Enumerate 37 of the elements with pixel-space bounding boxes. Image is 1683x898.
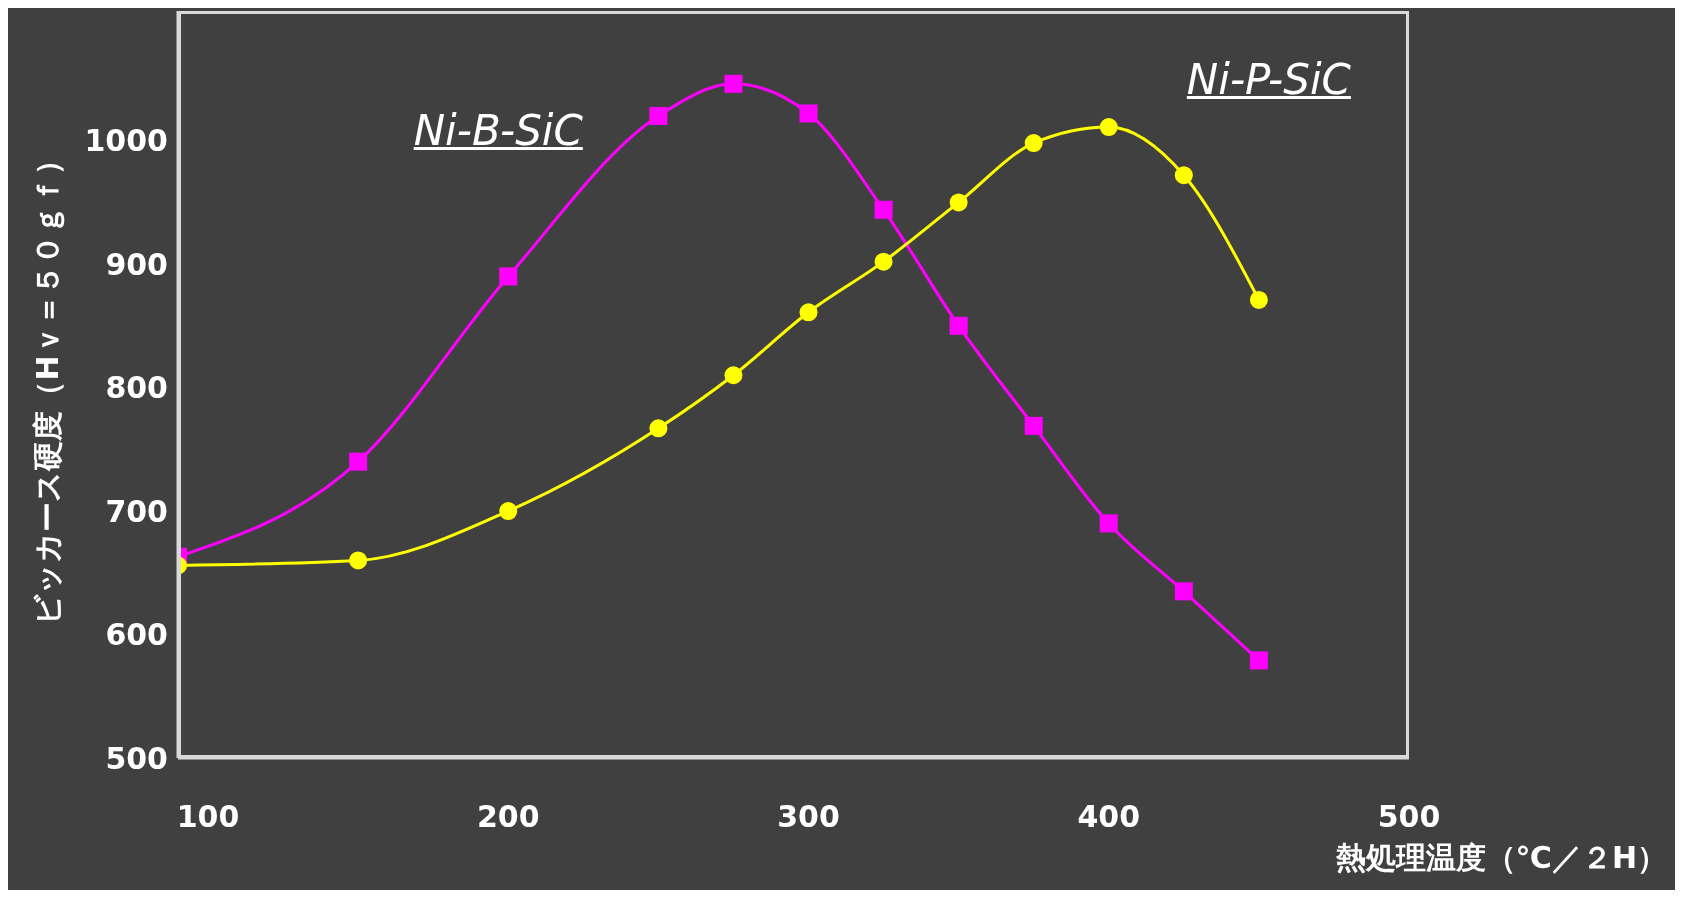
point <box>1174 582 1193 601</box>
point <box>949 316 968 335</box>
point <box>349 551 368 570</box>
point <box>1099 514 1118 533</box>
x-tick-label: 300 <box>777 799 840 835</box>
y-tick-label: 500 <box>105 740 168 776</box>
point <box>799 104 818 123</box>
x-axis-title: 熱処理温度（℃／２H） <box>1335 839 1667 877</box>
y-tick-label: 900 <box>105 246 168 282</box>
y-tick-label: 800 <box>105 370 168 406</box>
y-tick-label: 700 <box>105 493 168 529</box>
point <box>349 452 368 471</box>
x-tick-label: 100 <box>176 799 240 835</box>
x-tick-label: 500 <box>1377 799 1441 835</box>
series-label: Ni-B-SiC <box>413 106 583 156</box>
y-tick-label: 1000 <box>84 123 168 159</box>
point <box>724 366 743 385</box>
series-label: Ni-P-SiC <box>1186 54 1351 104</box>
point <box>1174 166 1193 185</box>
point <box>949 193 968 212</box>
point <box>1249 651 1268 670</box>
point <box>1249 290 1268 309</box>
point <box>874 252 893 271</box>
x-tick-label: 200 <box>476 799 540 835</box>
point <box>1099 118 1118 137</box>
point <box>499 267 518 286</box>
point <box>1024 134 1043 153</box>
point <box>724 74 743 93</box>
x-tick-label: 400 <box>1077 799 1141 835</box>
point <box>649 106 668 125</box>
y-axis-title: ビッカース硬度（Hｖ＝５０ｇｆ） <box>28 144 66 625</box>
point <box>799 303 818 322</box>
point <box>499 502 518 521</box>
y-tick-label: 600 <box>105 617 168 653</box>
point <box>649 419 668 438</box>
point <box>874 200 893 219</box>
point <box>1024 416 1043 435</box>
